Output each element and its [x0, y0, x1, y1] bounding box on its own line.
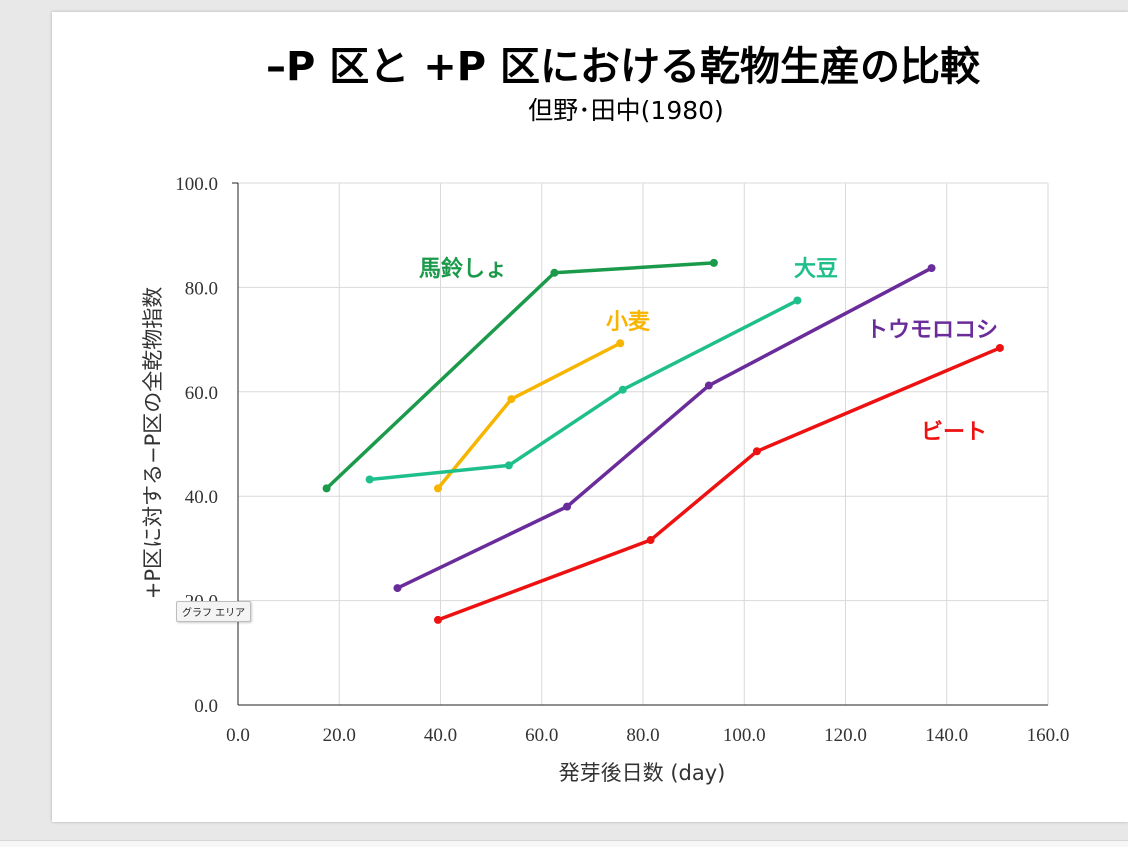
y-tick-label: 60.0 [185, 383, 218, 404]
data-point[interactable] [322, 484, 331, 493]
x-tick-label: 60.0 [525, 725, 558, 746]
data-point[interactable] [646, 536, 655, 545]
series-label: ビート [921, 420, 987, 445]
slide [52, 12, 1128, 822]
data-point[interactable] [433, 484, 442, 493]
x-tick-label: 160.0 [1027, 725, 1070, 746]
series-label: 小麦 [606, 309, 651, 335]
data-point[interactable] [550, 268, 559, 277]
data-point[interactable] [504, 461, 513, 470]
series-label: 馬鈴しょ [419, 256, 507, 282]
x-tick-label: 140.0 [925, 725, 968, 746]
data-point[interactable] [563, 502, 572, 511]
x-tick-label: 40.0 [424, 725, 457, 746]
data-point[interactable] [365, 475, 374, 484]
y-tick-label: 0.0 [194, 696, 218, 717]
series-line[interactable] [436, 341, 622, 490]
y-tick-label: 40.0 [185, 487, 218, 508]
series-label: 大豆 [794, 257, 838, 282]
x-axis-label: 発芽後日数 (day) [559, 761, 726, 785]
data-point[interactable] [616, 339, 625, 348]
data-point[interactable] [793, 296, 802, 305]
x-tick-label: 100.0 [723, 725, 766, 746]
chart-subtitle: 但野･田中(1980) [528, 96, 724, 125]
series-label: トウモロコシ [866, 318, 998, 343]
x-tick-label: 120.0 [824, 725, 867, 746]
x-tick-label: 20.0 [323, 725, 356, 746]
window-bottom-edge [0, 840, 1128, 847]
y-axis-label: +P区に対する−P区の全乾物指数 [141, 287, 165, 600]
y-tick-label: 80.0 [185, 278, 218, 299]
data-point[interactable] [704, 381, 713, 390]
chart-title: –P 区と +P 区における乾物生産の比較 [266, 44, 981, 90]
y-tick-label: 100.0 [175, 174, 218, 195]
series-lines [322, 258, 1004, 624]
data-point[interactable] [618, 385, 627, 394]
data-point[interactable] [995, 343, 1004, 352]
data-point[interactable] [927, 264, 936, 273]
x-tick-label: 80.0 [626, 725, 659, 746]
x-tick-label: 0.0 [226, 725, 250, 746]
series-line[interactable] [325, 261, 714, 490]
series-line[interactable] [369, 298, 799, 482]
data-point[interactable] [752, 447, 761, 456]
data-point[interactable] [393, 584, 402, 593]
data-point[interactable] [507, 395, 516, 404]
data-point[interactable] [709, 258, 718, 267]
series-line[interactable] [396, 266, 933, 590]
data-point[interactable] [433, 615, 442, 624]
series-line[interactable] [437, 346, 1001, 622]
chart-area-tooltip: グラフ エリア [176, 601, 252, 622]
